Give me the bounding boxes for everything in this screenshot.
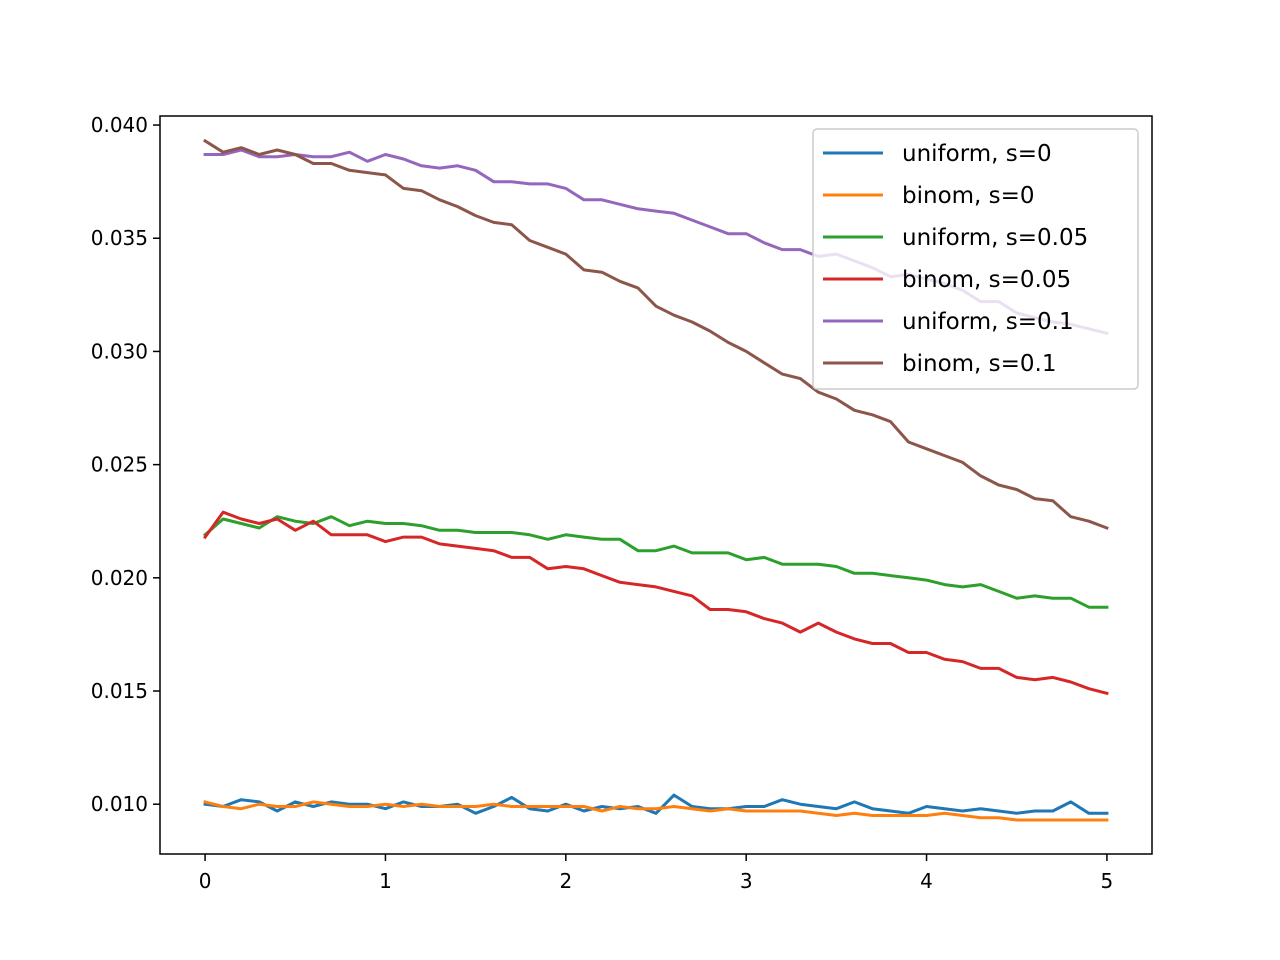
series-line-5 (203, 138, 1109, 530)
legend-label-5: binom, s=0.1 (902, 351, 1057, 377)
x-axis: 0 1 2 3 4 5 (199, 854, 1114, 893)
y-tick-label: 0.010 (91, 792, 148, 816)
legend-label-0: uniform, s=0 (902, 141, 1052, 167)
legend-label-2: uniform, s=0.05 (902, 225, 1088, 251)
x-tick-label: 2 (559, 869, 572, 893)
y-tick-label: 0.020 (91, 566, 148, 590)
series-line-3 (203, 510, 1109, 696)
legend-box (812, 128, 1139, 390)
legend-label-1: binom, s=0 (902, 183, 1035, 209)
legend-label-3: binom, s=0.05 (902, 267, 1071, 293)
x-tick-label: 5 (1101, 869, 1114, 893)
series-line-0 (203, 793, 1109, 815)
x-tick-label: 1 (379, 869, 392, 893)
x-tick-label: 4 (920, 869, 933, 893)
y-tick-label: 0.015 (91, 679, 148, 703)
series-line-2 (202, 515, 1109, 609)
y-tick-label: 0.040 (91, 113, 148, 137)
x-tick-label: 3 (740, 869, 753, 893)
x-tick-label: 0 (199, 869, 212, 893)
series-lines (202, 138, 1109, 822)
legend-label-4: uniform, s=0.1 (902, 309, 1074, 335)
legend: uniform, s=0 binom, s=0 uniform, s=0.05 bin… (812, 128, 1139, 390)
y-tick-label: 0.025 (91, 453, 148, 477)
y-tick-label: 0.035 (91, 226, 148, 250)
plot-frame (159, 115, 1153, 855)
y-tick-label: 0.030 (91, 339, 148, 363)
y-axis: 0.010 0.015 0.020 0.025 0.030 0.035 0.040 (91, 113, 160, 816)
series-line-1 (203, 800, 1109, 822)
